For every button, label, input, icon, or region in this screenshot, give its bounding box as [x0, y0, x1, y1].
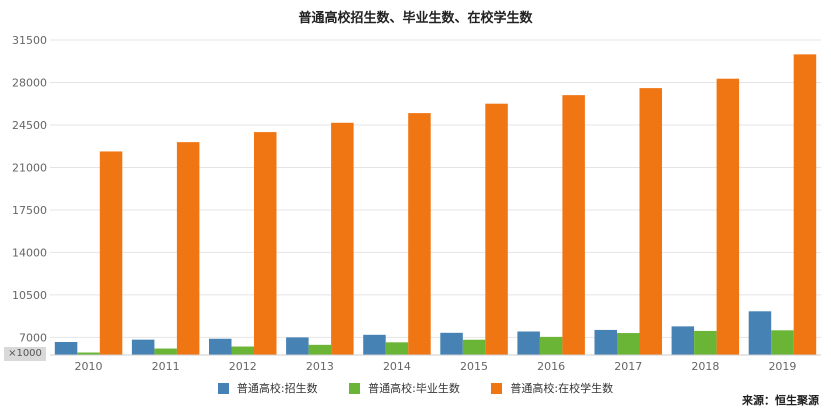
legend-swatch-students	[491, 382, 503, 394]
bar-graduates-2016	[539, 336, 563, 355]
y-tick-label-14000: 14000	[12, 246, 47, 259]
bar-students-2011	[176, 142, 200, 355]
bar-graduates-2015	[462, 339, 486, 355]
bar-students-2018	[716, 78, 740, 356]
x-tick-label-2011: 2011	[152, 360, 180, 373]
legend-label-enrollment: 普通高校:招生数	[236, 382, 318, 395]
y-tick-label-17500: 17500	[12, 204, 47, 217]
x-tick-label-2013: 2013	[306, 360, 334, 373]
bar-graduates-2017	[617, 333, 640, 355]
bar-students-2014	[408, 113, 431, 355]
y-tick-label-28000: 28000	[12, 76, 47, 89]
bar-students-2012	[254, 132, 277, 355]
bar-enrollment-2019	[748, 311, 772, 355]
legend-swatch-graduates	[349, 382, 361, 394]
bar-graduates-2019	[771, 330, 794, 355]
y-tick-label-31500: 31500	[12, 34, 47, 47]
bar-students-2017	[639, 88, 662, 355]
bar-enrollment-2017	[594, 329, 617, 355]
bar-students-2013	[331, 122, 354, 355]
legend-item-students[interactable]: 普通高校:在校学生数	[491, 380, 613, 396]
legend-item-enrollment[interactable]: 普通高校:招生数	[217, 380, 318, 396]
x-tick-label-2019: 2019	[768, 360, 796, 373]
bar-enrollment-2010	[54, 342, 78, 355]
y-tick-label-21000: 21000	[12, 161, 47, 174]
y-tick-label-10500: 10500	[12, 289, 47, 302]
bar-enrollment-2014	[363, 334, 386, 355]
x-tick-label-2017: 2017	[614, 360, 642, 373]
bar-graduates-2013	[308, 344, 332, 355]
bar-students-2015	[485, 103, 508, 355]
bar-enrollment-2013	[286, 337, 309, 355]
bar-enrollment-2015	[440, 332, 463, 355]
bar-students-2016	[562, 95, 585, 356]
legend-label-students: 普通高校:在校学生数	[510, 382, 614, 395]
y-axis-unit-label: ×1000	[4, 347, 46, 361]
bar-enrollment-2018	[671, 326, 695, 355]
x-tick-label-2010: 2010	[75, 360, 103, 373]
x-tick-label-2014: 2014	[383, 360, 411, 373]
y-tick-label-7000: 7000	[19, 331, 47, 344]
bar-graduates-2010	[77, 352, 100, 355]
bar-students-2010	[99, 151, 123, 355]
y-tick-label-24500: 24500	[12, 119, 47, 132]
chart-title: 普通高校招生数、毕业生数、在校学生数	[298, 11, 533, 26]
bar-graduates-2011	[154, 348, 177, 355]
legend-label-graduates: 普通高校:毕业生数	[368, 382, 460, 395]
legend-item-graduates[interactable]: 普通高校:毕业生数	[349, 380, 460, 396]
chart-legend: 普通高校:招生数 普通高校:毕业生数 普通高校:在校学生数	[0, 380, 831, 397]
x-tick-label-2012: 2012	[229, 360, 257, 373]
bar-students-2019	[793, 54, 817, 355]
source-label: 来源：恒生聚源	[742, 394, 819, 407]
legend-swatch-enrollment	[217, 382, 229, 394]
x-tick-label-2018: 2018	[691, 360, 719, 373]
bar-graduates-2012	[231, 346, 254, 355]
bar-graduates-2014	[385, 342, 409, 355]
x-tick-label-2016: 2016	[537, 360, 565, 373]
bar-graduates-2018	[694, 330, 717, 355]
bar-enrollment-2016	[517, 331, 540, 355]
x-tick-label-2015: 2015	[460, 360, 488, 373]
bar-enrollment-2012	[209, 338, 232, 355]
bar-enrollment-2011	[131, 339, 155, 355]
